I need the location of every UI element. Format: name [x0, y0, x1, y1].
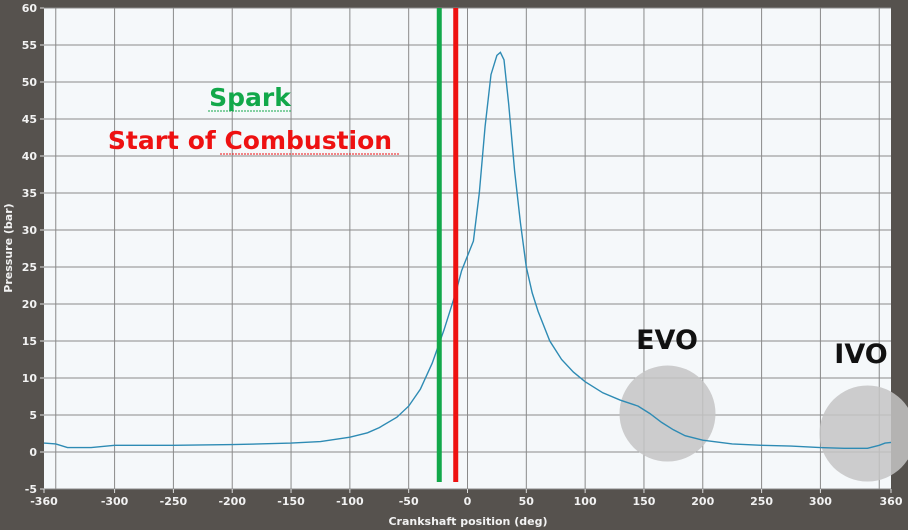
y-tick-label: 35	[22, 187, 37, 200]
x-axis: -360 -300 -250 -200 -150 -100 -50 0 50 100 150 200 2…	[30, 489, 903, 508]
y-axis-label: Pressure (bar)	[2, 203, 15, 292]
x-tick-label: -200	[218, 495, 246, 508]
x-tick-label: -150	[277, 495, 305, 508]
x-tick-label: 300	[809, 495, 832, 508]
y-axis: -5 0 5 10 15 20 25 30 35 40 45 50 55 60	[22, 2, 44, 496]
y-tick-label: 50	[22, 76, 38, 89]
y-tick-label: 0	[29, 446, 37, 459]
x-tick-label: 150	[632, 495, 655, 508]
x-tick-label: 100	[574, 495, 597, 508]
x-tick-label: 0	[464, 495, 472, 508]
y-tick-label: 15	[22, 335, 37, 348]
y-tick-label: 20	[22, 298, 38, 311]
y-tick-label: 30	[22, 224, 38, 237]
y-tick-label: -5	[25, 483, 37, 496]
event-markers	[436, 8, 459, 482]
y-tick-label: 40	[22, 150, 38, 163]
x-tick-label: 50	[519, 495, 535, 508]
x-tick-label: -300	[101, 495, 129, 508]
x-tick-label: -250	[160, 495, 188, 508]
x-tick-label: 250	[750, 495, 773, 508]
highlight-circle-evo	[619, 365, 716, 462]
y-tick-label: 25	[22, 261, 37, 274]
x-tick-label: 200	[691, 495, 714, 508]
pressure-series-line	[43, 51, 892, 449]
x-tick-label: -360	[30, 495, 58, 508]
y-tick-label: 45	[22, 113, 37, 126]
y-tick-label: 55	[22, 39, 37, 52]
grid	[44, 7, 891, 490]
y-tick-label: 5	[29, 409, 37, 422]
x-tick-label: -50	[399, 495, 419, 508]
y-tick-label: 60	[22, 2, 38, 15]
y-tick-label: 10	[22, 372, 38, 385]
start-of-combustion-label: Start of Combustion	[108, 126, 392, 155]
spark-label: Spark	[209, 83, 292, 112]
highlight-circle-ivo	[819, 385, 908, 482]
x-tick-label: -100	[336, 495, 364, 508]
x-axis-label: Crankshaft position (deg)	[388, 515, 547, 528]
evo-label: EVO	[636, 325, 698, 356]
ivo-label: IVO	[834, 339, 887, 370]
x-tick-label: 360	[880, 495, 903, 508]
